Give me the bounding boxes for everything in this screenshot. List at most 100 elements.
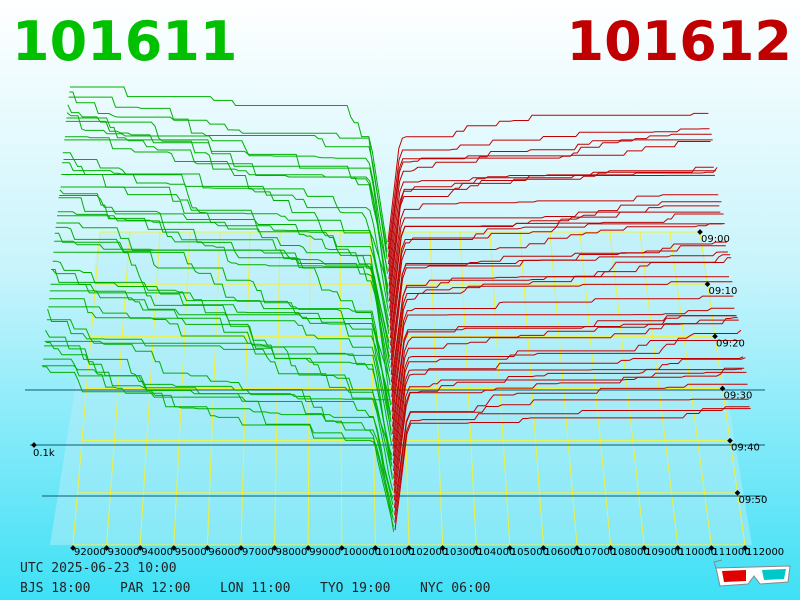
- ask-depth-line: [393, 383, 748, 508]
- ask-depth-line: [391, 281, 733, 405]
- zone-time: BJS 18:00: [20, 581, 90, 596]
- price-tick-label: 111000: [712, 547, 750, 558]
- price-tick-label: 101000: [376, 547, 414, 558]
- bid-depth-line: [66, 112, 388, 274]
- tick-diamond: [70, 545, 76, 551]
- price-tick-label: 94000: [141, 547, 173, 558]
- bid-depth-line: [50, 283, 392, 445]
- tick-diamond: [473, 545, 480, 551]
- ask-depth-line: [390, 213, 724, 346]
- tick-diamond: [641, 545, 648, 551]
- bid-depth-line: [41, 365, 395, 532]
- ask-depth-line: [388, 174, 715, 287]
- price-tick-label: 104000: [477, 547, 515, 558]
- tick-diamond: [607, 545, 614, 551]
- ask-depth-line: [390, 251, 728, 375]
- ask-depth-line: [388, 170, 716, 294]
- ask-depth-line: [387, 112, 709, 243]
- tick-diamond: [719, 385, 726, 392]
- bid-depth-line: [62, 162, 390, 328]
- price-tick-label: 112000: [746, 547, 784, 558]
- bid-depth-line: [58, 197, 391, 364]
- bid-depth-line: [64, 139, 389, 303]
- bid-depth-line: [68, 96, 388, 259]
- bid-depth-line: [48, 306, 393, 467]
- ask-depth-line: [392, 319, 739, 449]
- price-tick-label: 110000: [679, 547, 717, 558]
- tick-diamond: [734, 490, 741, 496]
- bid-depth-line: [54, 232, 391, 403]
- price-tick-label: 109000: [645, 547, 683, 558]
- bid-depth-line: [65, 120, 389, 289]
- tick-diamond: [338, 545, 345, 551]
- ask-depth-line: [392, 329, 742, 464]
- bid-depth-line: [63, 159, 389, 312]
- bid-depth-line: [70, 86, 388, 245]
- price-tick-label: 103000: [444, 547, 482, 558]
- ask-depth-line: [392, 315, 736, 427]
- time-tick-label: 09:00: [701, 234, 730, 245]
- price-tick-label: 93000: [108, 547, 140, 558]
- ask-depth-line: [393, 371, 747, 501]
- tick-diamond: [540, 545, 547, 551]
- tick-diamond: [271, 545, 278, 551]
- bid-depth-line: [55, 226, 391, 401]
- tick-diamond: [574, 545, 580, 551]
- bid-depth-line: [44, 340, 394, 506]
- bid-depth-line: [57, 215, 391, 381]
- price-tick-label: 97000: [242, 547, 274, 558]
- bid-depth-line: [53, 251, 392, 416]
- price-tick-label: 108000: [612, 547, 650, 558]
- price-tick-label: 96000: [208, 547, 240, 558]
- price-tick-label: 107000: [578, 547, 616, 558]
- ask-depth-line: [393, 368, 742, 471]
- bid-depth-line: [66, 117, 389, 286]
- tick-diamond: [742, 545, 748, 551]
- tick-diamond: [506, 545, 513, 551]
- ask-depth-line: [394, 406, 750, 523]
- tick-diamond: [103, 545, 110, 551]
- bid-depth-line: [57, 211, 391, 372]
- ask-depth-line: [388, 133, 712, 265]
- zone-time: LON 11:00: [220, 581, 290, 596]
- price-tick-label: 106000: [544, 547, 582, 558]
- price-tick-label: 102000: [410, 547, 448, 558]
- ask-depth-line: [389, 205, 720, 316]
- 3d-glasses-icon: [713, 559, 791, 587]
- ask-depth-line: [391, 307, 735, 420]
- ask-depth-line: [393, 356, 744, 479]
- bid-depth-line: [52, 260, 392, 422]
- ask-depth-line: [392, 317, 738, 442]
- bid-depth-line: [47, 308, 393, 476]
- tick-diamond: [204, 545, 211, 551]
- bid-depth-line: [44, 345, 394, 513]
- ask-depth-line: [388, 167, 718, 302]
- axis-ticks: 92000 93000 94000 95000 96000 97000 98000 99000…: [70, 229, 784, 558]
- ask-depth-line: [391, 295, 734, 412]
- bid-depth-line: [42, 366, 394, 528]
- time-tick-label: 09:30: [724, 391, 753, 402]
- bid-depth-line: [49, 290, 393, 456]
- bid-depth-line: [49, 298, 393, 461]
- zone-time: NYC 06:00: [420, 581, 490, 596]
- tick-diamond: [137, 545, 144, 551]
- price-tick-label: 92000: [74, 547, 106, 558]
- zone-time: PAR 12:00: [120, 581, 190, 596]
- tick-diamond: [170, 545, 177, 551]
- ask-depth-line: [392, 315, 737, 435]
- time-tick-label: 09:10: [709, 286, 738, 297]
- ask-depth-line: [390, 245, 726, 361]
- volume-label: 0.1k: [33, 448, 55, 459]
- bid-depth-line: [46, 319, 393, 480]
- zone-time: TYO 19:00: [320, 581, 390, 596]
- ask-depth-line: [393, 367, 745, 486]
- time-tick-label: 09:50: [739, 495, 768, 506]
- utc-time: UTC 2025-06-23 10:00: [20, 561, 177, 576]
- price-tick-label: 98000: [276, 547, 308, 558]
- tick-diamond: [712, 333, 718, 340]
- tick-diamond: [697, 229, 703, 235]
- bid-depth-line: [60, 186, 390, 343]
- tick-diamond: [704, 281, 711, 287]
- tick-diamond: [305, 545, 312, 551]
